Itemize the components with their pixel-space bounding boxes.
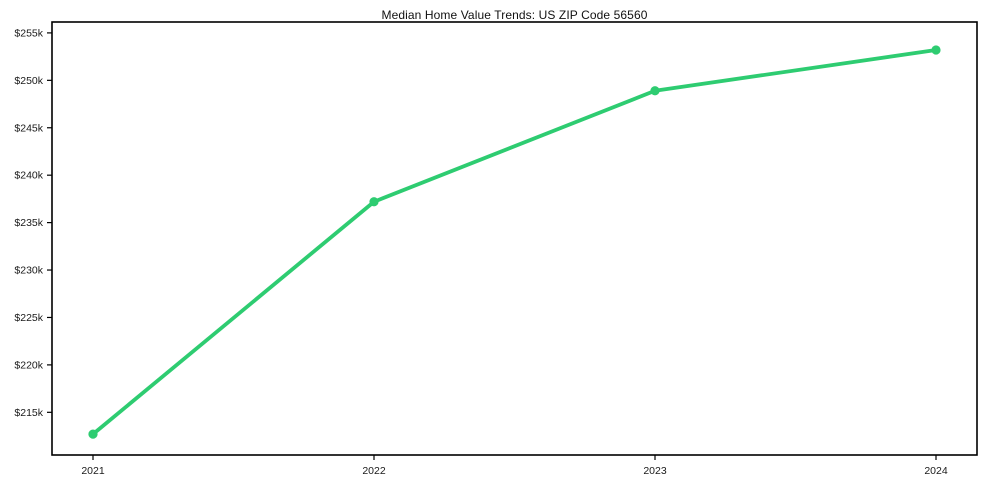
y-tick-label: $215k xyxy=(14,407,43,419)
data-point-2023 xyxy=(650,86,660,96)
data-point-2022 xyxy=(369,197,379,207)
y-tick-label: $225k xyxy=(14,312,43,324)
y-tick-label: $230k xyxy=(14,265,43,277)
y-tick-label: $235k xyxy=(14,217,43,229)
y-tick-label: $250k xyxy=(14,75,43,87)
y-tick-label: $240k xyxy=(14,170,43,182)
x-tick-label: 2024 xyxy=(924,465,948,477)
y-tick-label: $220k xyxy=(14,359,43,371)
data-point-2024 xyxy=(931,45,941,55)
x-tick-label: 2021 xyxy=(81,465,105,477)
x-tick-label: 2022 xyxy=(362,465,386,477)
plot-border xyxy=(51,21,978,456)
chart-title: Median Home Value Trends: US ZIP Code 56… xyxy=(381,8,648,22)
data-point-2021 xyxy=(88,429,98,439)
trend-line xyxy=(91,48,938,437)
y-tick-label: $245k xyxy=(14,122,43,134)
y-tick-label: $255k xyxy=(14,27,43,39)
x-tick-label: 2023 xyxy=(643,465,667,477)
